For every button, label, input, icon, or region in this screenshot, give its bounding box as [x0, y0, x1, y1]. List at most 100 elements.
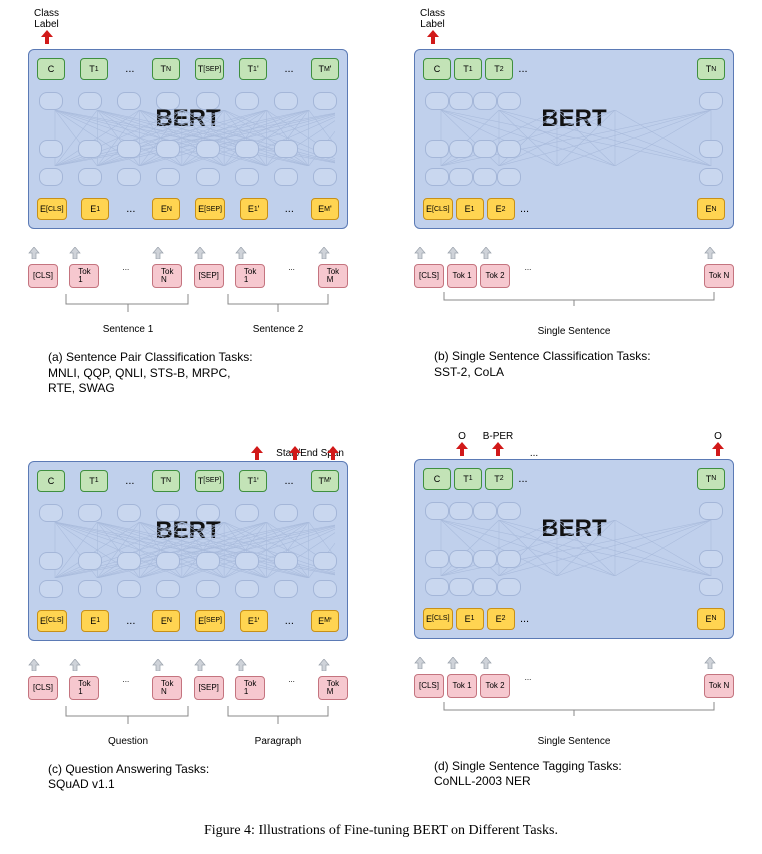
input-token: Tok1 [235, 659, 265, 700]
ellipsis: ... [111, 667, 141, 691]
token: T2 [485, 58, 513, 80]
bert-label: BERT [29, 517, 347, 545]
ellipsis: ... [516, 468, 530, 490]
caption-b: (b) Single Sentence Classification Tasks… [414, 349, 734, 380]
bert-label: BERT [415, 105, 733, 133]
token: T1 [80, 58, 108, 80]
input-token: Tok1 [235, 247, 265, 288]
token: T1 [454, 58, 482, 80]
input-token: [SEP] [194, 659, 224, 700]
token: E1' [240, 610, 268, 632]
panel-c: Start/End Span CT1...TNT[SEP]T1'...TM' B… [15, 427, 361, 793]
input-token: TokM [318, 659, 348, 700]
bert-label: BERT [415, 515, 733, 543]
ellipsis: ... [282, 470, 296, 492]
token: TN [152, 470, 180, 492]
brace-label-1: Question [108, 736, 148, 747]
figure-caption: Figure 4: Illustrations of Fine-tuning B… [15, 823, 747, 839]
input-row-a: [CLS]Tok1...TokN[SEP]Tok1...TokM [28, 247, 348, 288]
ellipsis: ... [282, 198, 296, 220]
ellipsis: ... [277, 667, 307, 691]
input-token: Tok N [704, 657, 734, 698]
caption-c: (c) Question Answering Tasks:SQuAD v1.1 [28, 762, 348, 793]
ellipsis: ... [518, 608, 532, 630]
input-token: TokN [152, 247, 182, 288]
brace-label-1: Sentence 1 [103, 324, 154, 335]
token: T2 [485, 468, 513, 490]
panel-d-output-labels: OB-PER...O [414, 427, 734, 459]
caption-d: (d) Single Sentence Tagging Tasks:CoNLL-… [414, 759, 734, 790]
token: EN [697, 608, 725, 630]
token: TM' [311, 470, 339, 492]
input-token: [CLS] [414, 247, 444, 288]
brace-label-2: Paragraph [255, 736, 302, 747]
input-token: Tok1 [69, 659, 99, 700]
input-token: Tok1 [69, 247, 99, 288]
red-up-arrow-icon [289, 446, 301, 460]
token: EN [152, 198, 180, 220]
ellipsis: ... [516, 58, 530, 80]
token: EN [152, 610, 180, 632]
token: C [37, 470, 65, 492]
output-tag: O [702, 431, 734, 459]
single-sentence-label: Single Sentence [538, 326, 611, 337]
ellipsis: ... [277, 256, 307, 280]
token: E1 [81, 198, 109, 220]
brace-row-a: Sentence 1 Sentence 2 [28, 290, 348, 338]
panel-a: ClassLabel CT1...TNT[SEP]T1'...TM' BERT … [15, 15, 361, 397]
single-sentence-label: Single Sentence [538, 736, 611, 747]
token: TN [152, 58, 180, 80]
input-token: [CLS] [28, 247, 58, 288]
bert-box-d: CT1T2...TN BERT E[CLS]E1E2...EN [414, 459, 734, 639]
token: TN [697, 58, 725, 80]
token: T[SEP] [195, 58, 224, 80]
ellipsis: ... [518, 198, 532, 220]
token: T[SEP] [195, 470, 224, 492]
token: T1 [80, 470, 108, 492]
token: C [37, 58, 65, 80]
token: E[CLS] [37, 610, 67, 632]
token: E1 [456, 608, 484, 630]
token: TM' [311, 58, 339, 80]
token: E1' [240, 198, 268, 220]
input-token: TokM [318, 247, 348, 288]
token: E[SEP] [195, 198, 225, 220]
input-token: Tok N [704, 247, 734, 288]
input-row-c: [CLS]Tok1...TokN[SEP]Tok1...TokM [28, 659, 348, 700]
token: EM' [311, 610, 339, 632]
input-token: Tok 2 [480, 657, 510, 698]
ellipsis: ... [513, 665, 543, 689]
bot-token-row: E[CLS]E1...ENE[SEP]E1'...EM' [37, 198, 339, 220]
bert-box-a: CT1...TNT[SEP]T1'...TM' BERT E[CLS]E1...… [28, 49, 348, 229]
token: EN [697, 198, 725, 220]
figure-grid: ClassLabel CT1...TNT[SEP]T1'...TM' BERT … [15, 15, 747, 793]
ellipsis: ... [513, 256, 543, 280]
brace-row-c: Question Paragraph [28, 702, 348, 750]
input-token: TokN [152, 659, 182, 700]
class-label-text: ClassLabel [420, 8, 445, 30]
red-up-arrow-icon [41, 30, 53, 44]
token: E[CLS] [37, 198, 67, 220]
output-tag: ... [518, 448, 550, 459]
input-row-b: [CLS]Tok 1Tok 2...Tok N [414, 247, 734, 288]
ellipsis: ... [282, 610, 296, 632]
top-token-row: CT1...TNT[SEP]T1'...TM' [37, 58, 339, 80]
token: T1' [239, 58, 267, 80]
output-tag: O [446, 431, 478, 459]
token: E2 [487, 198, 515, 220]
red-up-arrow-icon [427, 30, 439, 44]
token: T1 [454, 468, 482, 490]
token: E[CLS] [423, 608, 453, 630]
bert-box-c: CT1...TNT[SEP]T1'...TM' BERT E[CLS]E1...… [28, 461, 348, 641]
token: EM' [311, 198, 339, 220]
token: C [423, 58, 451, 80]
token: E2 [487, 608, 515, 630]
token: E1 [81, 610, 109, 632]
ellipsis: ... [282, 58, 296, 80]
token: T1' [239, 470, 267, 492]
red-up-arrow-icon [327, 446, 339, 460]
input-token: [SEP] [194, 247, 224, 288]
input-token: Tok 1 [447, 247, 477, 288]
input-token: [CLS] [414, 657, 444, 698]
panel-d: OB-PER...O CT1T2...TN BERT E[CLS]E1E2...… [401, 427, 747, 793]
